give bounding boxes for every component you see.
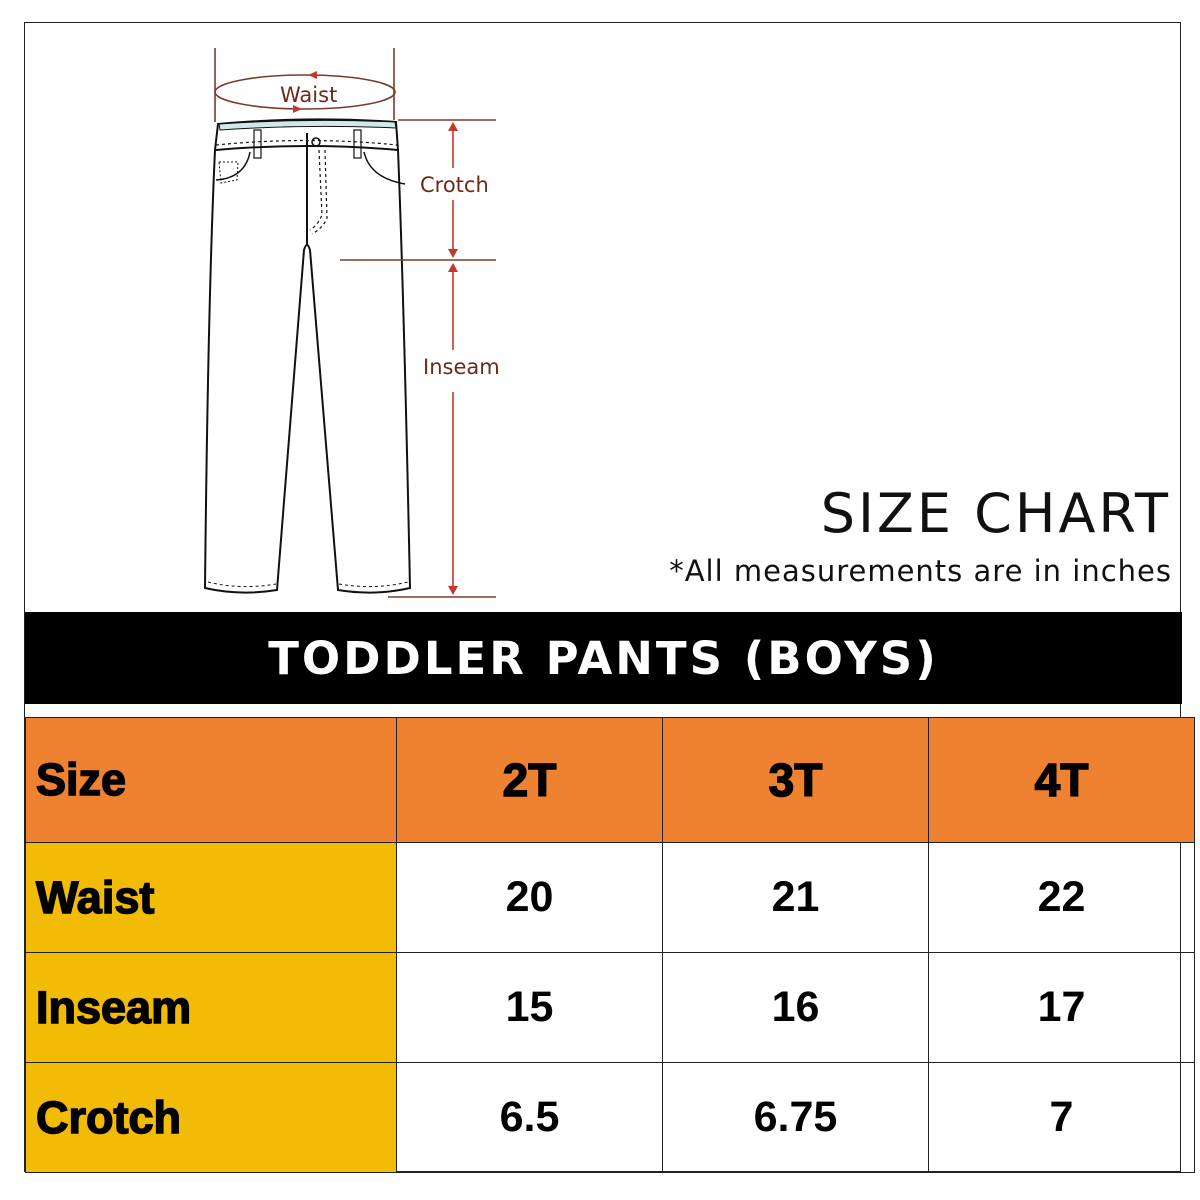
table-cell: 7 [928, 1062, 1195, 1173]
pants-diagram: Waist Crotch Inseam [203, 48, 500, 598]
arrowhead-icons [293, 71, 458, 595]
crotch-label: Crotch [420, 173, 489, 197]
row-label: Waist [25, 842, 397, 953]
table-cell: 6.5 [396, 1062, 663, 1173]
table-row: Crotch 6.5 6.75 7 [25, 1062, 1195, 1173]
header-cell: Size [25, 717, 397, 843]
table-header-row: Size 2T 3T 4T [25, 717, 1195, 843]
table-row: Inseam 15 16 17 [25, 952, 1195, 1063]
table-cell: 6.75 [662, 1062, 929, 1173]
row-label: Inseam [25, 952, 397, 1063]
waist-label: Waist [280, 83, 337, 107]
table-cell: 16 [662, 952, 929, 1063]
table-cell: 17 [928, 952, 1195, 1063]
pants-outline-icon [203, 118, 412, 594]
header-cell: 3T [662, 717, 929, 843]
measurement-lines [214, 48, 496, 598]
measurement-note: *All measurements are in inches [669, 554, 1172, 588]
table-cell: 15 [396, 952, 663, 1063]
row-label: Crotch [25, 1062, 397, 1173]
table-cell: 22 [928, 842, 1195, 953]
inseam-label: Inseam [423, 355, 500, 379]
category-banner: TODDLER PANTS (BOYS) [25, 612, 1182, 704]
table-cell: 21 [662, 842, 929, 953]
table-cell: 20 [396, 842, 663, 953]
size-table: Size 2T 3T 4T Waist 20 21 22 Inseam 15 1… [25, 717, 1195, 1173]
header-cell: 2T [396, 717, 663, 843]
table-row: Waist 20 21 22 [25, 842, 1195, 953]
header-cell: 4T [928, 717, 1195, 843]
page-title: SIZE CHART [820, 482, 1171, 545]
